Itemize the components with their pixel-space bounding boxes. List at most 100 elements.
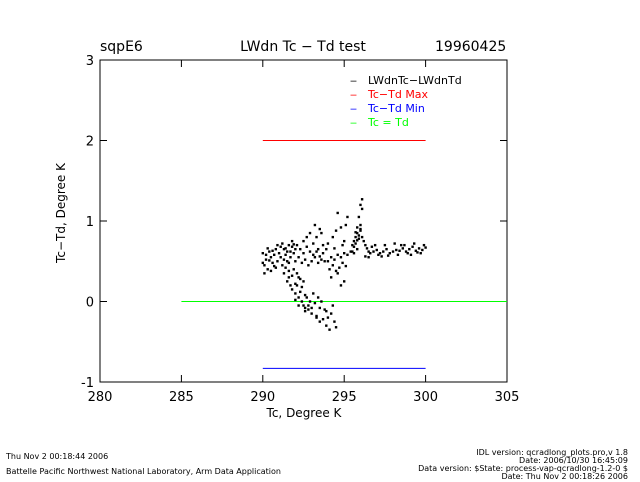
scatter-point: [373, 243, 377, 247]
scatter-point: [325, 309, 328, 313]
scatter-point: [359, 203, 362, 207]
scatter-point: [343, 239, 346, 243]
scatter-point: [343, 252, 346, 255]
scatter-point: [287, 243, 291, 247]
scatter-point: [356, 247, 359, 251]
scatter-point: [297, 304, 300, 307]
scatter-point: [295, 272, 299, 275]
scatter-point: [299, 277, 302, 281]
footer-data-date: Date: Thu Nov 2 00:18:26 2006: [501, 472, 628, 481]
scatter-point: [351, 243, 354, 247]
scatter-point: [339, 284, 343, 287]
scatter-point: [313, 256, 317, 259]
scatter-point: [416, 251, 419, 254]
scatter-point: [385, 247, 388, 251]
legend-item: Tc = Td: [367, 116, 409, 129]
scatter-point: [370, 245, 374, 248]
y-tick-label: 2: [86, 135, 94, 150]
scatter-point: [360, 198, 364, 201]
scatter-point: [316, 247, 320, 251]
scatter-point: [315, 314, 318, 318]
x-axis: 280 285 290 295 300 305: [88, 60, 520, 405]
scatter-point: [302, 280, 305, 283]
scatter-point: [310, 306, 313, 310]
scatter-point: [313, 301, 317, 305]
scatter-point: [326, 242, 330, 245]
scatter-point: [292, 252, 295, 255]
scatter-point: [290, 274, 294, 277]
scatter-point: [294, 292, 297, 295]
scatter-point: [318, 227, 321, 231]
scatter-point: [343, 280, 346, 283]
scatter-point: [413, 242, 416, 245]
scatter-point: [329, 312, 333, 315]
scatter-point: [287, 261, 291, 265]
scatter-point: [263, 264, 266, 267]
scatter-point: [286, 260, 289, 263]
scatter-point: [294, 282, 297, 285]
scatter-point: [352, 245, 356, 248]
scatter-point: [300, 261, 304, 265]
x-tick-label: 300: [413, 390, 438, 405]
scatter-point: [333, 258, 336, 261]
scatter-point: [269, 256, 273, 259]
scatter-point: [354, 231, 357, 234]
scatter-point: [321, 252, 325, 255]
footer-run-time: Thu Nov 2 00:18:44 2006: [6, 452, 109, 461]
scatter-point: [336, 272, 339, 275]
scatter-point: [398, 249, 401, 252]
scatter-point: [263, 272, 266, 275]
scatter-point: [378, 252, 382, 255]
scatter-point: [318, 306, 321, 310]
footer-org: Battelle Pacific Northwest National Labo…: [6, 467, 281, 476]
scatter-point: [299, 247, 302, 251]
scatter-point: [399, 243, 403, 247]
y-axis: -1 0 1 2 3: [81, 54, 507, 391]
scatter-point: [266, 268, 269, 271]
scatter-point: [365, 247, 369, 250]
scatter-point: [320, 258, 323, 261]
scatter-point: [297, 256, 300, 259]
x-tick-label: 290: [250, 390, 275, 405]
scatter-point: [364, 243, 367, 247]
scatter-point: [290, 245, 294, 248]
scatter-point: [308, 250, 312, 253]
legend-marker: ‒: [350, 102, 357, 115]
scatter-point: [312, 242, 315, 245]
scatter-point: [271, 249, 274, 252]
scatter-point: [393, 242, 396, 245]
scatter-point: [359, 229, 362, 232]
legend: ‒ LWdnTc−LWdnTd ‒ Tc−Td Max ‒ Tc−Td Min ‒ Tc = …: [350, 74, 462, 129]
scatter-point: [325, 324, 328, 327]
scatter-point: [346, 215, 349, 219]
scatter-point: [357, 215, 361, 219]
scatter-point: [292, 243, 295, 246]
scatter-point: [287, 276, 291, 279]
scatter-point: [310, 260, 313, 263]
scatter-point: [386, 254, 390, 257]
scatter-point: [295, 284, 299, 287]
scatter-point: [308, 231, 312, 235]
scatter-point: [339, 256, 343, 259]
scatter-point: [367, 250, 370, 253]
scatter-point: [300, 285, 304, 289]
scatter-point: [307, 304, 310, 307]
scatter-point: [408, 247, 411, 251]
scatter-point: [349, 250, 352, 253]
scatter-point: [372, 250, 375, 253]
scatter-point: [303, 306, 307, 310]
scatter-point: [421, 248, 424, 252]
scatter-point: [274, 266, 278, 269]
scatter-point: [299, 290, 302, 294]
y-tick-label: 1: [86, 215, 94, 230]
scatter-point: [333, 320, 336, 323]
footer-idl-version: IDL version: qcradlong_plots.pro,v 1.8: [476, 448, 628, 457]
legend-marker: ‒: [350, 116, 357, 129]
scatter-point: [404, 250, 408, 253]
x-tick-label: 305: [495, 390, 520, 405]
scatter-point: [336, 253, 339, 257]
scatter-point: [315, 235, 318, 239]
scatter-point: [316, 296, 320, 299]
scatter-point: [352, 239, 356, 243]
y-axis-label: Tc−Td, Degree K: [54, 162, 68, 264]
